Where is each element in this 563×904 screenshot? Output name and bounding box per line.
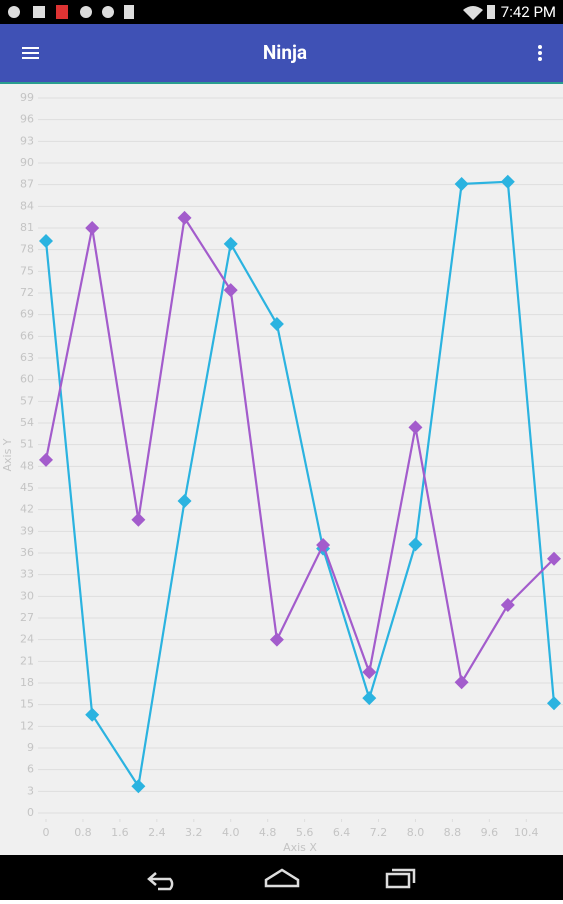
x-tick-label: 8.0 bbox=[407, 826, 425, 839]
y-tick-label: 18 bbox=[20, 676, 34, 689]
y-tick-label: 15 bbox=[20, 698, 34, 711]
point-marker bbox=[500, 174, 515, 189]
menu-button[interactable] bbox=[22, 47, 39, 59]
y-tick-label: 3 bbox=[27, 784, 34, 797]
y-tick-label: 99 bbox=[20, 91, 34, 104]
x-tick-label: 7.2 bbox=[370, 826, 388, 839]
point-marker bbox=[547, 696, 561, 711]
y-tick-label: 87 bbox=[20, 178, 34, 191]
x-tick-label: 0.8 bbox=[74, 826, 92, 839]
point-marker bbox=[454, 675, 469, 690]
clock: 7:42 PM bbox=[501, 3, 556, 21]
x-tick-label: 2.4 bbox=[148, 826, 166, 839]
y-tick-label: 78 bbox=[20, 243, 34, 256]
overflow-menu[interactable] bbox=[538, 45, 542, 61]
y-tick-label: 9 bbox=[27, 741, 34, 754]
x-axis-title: Axis X bbox=[283, 841, 317, 854]
point-marker bbox=[269, 632, 284, 647]
y-tick-label: 21 bbox=[20, 654, 34, 667]
y-tick-label: 30 bbox=[20, 589, 34, 602]
y-tick-label: 84 bbox=[20, 199, 34, 212]
y-axis-title: Axis Y bbox=[1, 438, 14, 471]
point-marker bbox=[500, 598, 515, 612]
x-tick-label: 4.0 bbox=[222, 826, 240, 839]
y-tick-label: 42 bbox=[20, 503, 34, 516]
x-tick-label: 6.4 bbox=[333, 826, 351, 839]
app-bar bbox=[0, 24, 563, 84]
nav-buttons[interactable] bbox=[147, 868, 416, 891]
x-tick-label: 3.2 bbox=[185, 826, 203, 839]
y-tick-label: 63 bbox=[20, 351, 34, 364]
point-marker bbox=[454, 176, 469, 191]
y-tick-label: 6 bbox=[27, 763, 34, 776]
y-tick-label: 60 bbox=[20, 373, 34, 386]
point-marker bbox=[362, 691, 377, 706]
series-line bbox=[44, 214, 555, 686]
point-marker bbox=[85, 707, 100, 722]
nav-bar bbox=[0, 855, 563, 900]
y-tick-label: 57 bbox=[20, 394, 34, 407]
y-tick-label: 66 bbox=[20, 329, 34, 342]
y-tick-label: 12 bbox=[20, 719, 34, 732]
point-marker bbox=[269, 317, 284, 332]
x-tick-label: 9.6 bbox=[481, 826, 499, 839]
y-tick-label: 0 bbox=[27, 806, 34, 819]
app-title: Ninja bbox=[263, 41, 307, 64]
y-tick-label: 54 bbox=[20, 416, 34, 429]
status-icons bbox=[8, 5, 495, 20]
y-tick-label: 24 bbox=[20, 633, 34, 646]
x-tick-label: 10.4 bbox=[514, 826, 539, 839]
x-tick-label: 5.6 bbox=[296, 826, 314, 839]
y-tick-label: 39 bbox=[20, 524, 34, 537]
y-tick-label: 75 bbox=[20, 264, 34, 277]
point-marker bbox=[223, 283, 238, 298]
x-tick-label: 0 bbox=[43, 826, 50, 839]
y-tick-label: 45 bbox=[20, 481, 34, 494]
point-marker bbox=[223, 236, 238, 251]
point-marker bbox=[85, 221, 100, 235]
point-marker bbox=[316, 538, 331, 553]
x-tick-label: 4.8 bbox=[259, 826, 277, 839]
point-marker bbox=[131, 512, 146, 527]
y-tick-label: 33 bbox=[20, 568, 34, 581]
x-tick-label: 8.8 bbox=[444, 826, 462, 839]
series-line bbox=[44, 180, 556, 790]
chart-background bbox=[0, 84, 563, 855]
app-bar-border bbox=[0, 82, 563, 84]
point-marker bbox=[408, 420, 423, 435]
point-marker bbox=[177, 210, 192, 225]
y-tick-label: 72 bbox=[20, 286, 34, 299]
chart: 0369121518212427303336394245485154576063… bbox=[1, 91, 563, 854]
point-marker bbox=[131, 779, 146, 794]
point-marker bbox=[177, 494, 192, 508]
y-tick-label: 69 bbox=[20, 308, 34, 321]
point-marker bbox=[39, 234, 53, 248]
y-tick-label: 96 bbox=[20, 113, 34, 126]
y-tick-label: 36 bbox=[20, 546, 34, 559]
y-tick-label: 90 bbox=[20, 156, 34, 169]
point-marker bbox=[362, 665, 377, 680]
y-tick-label: 51 bbox=[20, 438, 34, 451]
y-tick-label: 93 bbox=[20, 134, 34, 147]
point-marker bbox=[39, 452, 53, 467]
point-marker bbox=[547, 551, 561, 566]
y-tick-label: 48 bbox=[20, 459, 34, 472]
point-marker bbox=[408, 537, 423, 552]
y-tick-label: 81 bbox=[20, 221, 34, 234]
x-tick-label: 1.6 bbox=[111, 826, 129, 839]
y-tick-label: 27 bbox=[20, 611, 34, 624]
